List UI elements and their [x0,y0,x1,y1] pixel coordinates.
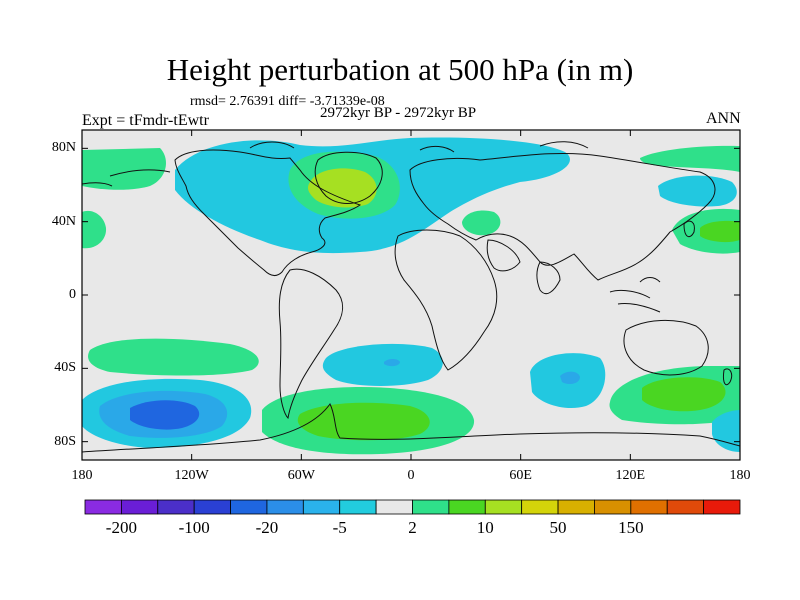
lon-tick-label: 120W [174,468,209,483]
colorbar-swatch [193,499,231,515]
southwest-pacific-positive-anomaly-core [642,377,726,412]
colorbar-swatch [448,499,486,515]
north-west-pacific-positive-anomaly [640,145,740,172]
colorbar-swatch [666,499,705,515]
south-pacific-negative-anomaly-core [130,400,200,430]
colorbar-swatch [594,499,632,515]
lat-tick-label: 40S [54,360,76,376]
indian-ocean-negative-anomaly-core [560,371,580,385]
south-pacific-positive-anomaly [88,338,259,376]
lon-tick-label: 0 [407,468,415,483]
colorbar-swatch [703,499,741,515]
lon-tick-label: 60E [509,468,532,483]
colorbar-label: -200 [105,518,137,537]
season-label: ANN [706,110,741,127]
map-title: Height perturbation at 500 hPa (in m) [166,52,634,87]
rmsd-diff-stats: rmsd= 2.76391 diff= -3.71339e-08 [190,94,385,109]
lon-tick-label: 60W [287,468,315,483]
colorbar-label: 2 [408,518,417,537]
eurasia-positive-anomaly [462,210,501,236]
colorbar-label: -20 [255,518,279,537]
lat-tick-label: 80N [51,140,76,156]
colorbar-swatch [120,499,159,515]
colorbar-swatch [484,499,523,515]
colorbar-swatch [630,499,668,515]
colorbar-swatch [557,499,595,515]
south-atlantic-negative-anomaly-core [384,359,400,367]
colorbar-swatch [84,499,122,515]
lon-tick-label: 120E [615,468,646,483]
colorbar-swatch [266,499,304,515]
experiment-label: Expt = tFmdr-tEwtr [82,112,209,129]
colorbar-swatch [339,499,377,515]
axis-ticks [81,130,741,460]
colorbar-label: -100 [178,518,210,537]
lat-tick-label: 40N [51,213,76,229]
north-pacific-positive-anomaly [82,148,166,190]
coastlines [82,141,740,453]
time-period-label: 2972kyr BP - 2972kyr BP [320,105,477,121]
south-east-pacific-negative-anomaly [712,410,740,452]
colorbar [84,499,741,515]
colorbar-swatch [521,499,559,515]
colorbar-swatch [302,499,341,515]
colorbar-swatch [412,499,450,515]
colorbar-label: 50 [549,518,567,537]
south-atlantic-positive-anomaly-core [297,402,430,441]
lon-tick-label: 180 [729,468,751,483]
colorbar-label: 10 [476,518,494,537]
greenland-positive-anomaly-core [308,168,377,208]
north-pacific-positive-anomaly-2 [82,210,107,249]
colorbar-swatch [230,499,268,515]
lat-tick-label: 0 [69,287,76,302]
lon-tick-label: 180 [71,468,93,483]
colorbar-label: -5 [332,518,347,537]
south-atlantic-negative-anomaly [322,343,443,386]
colorbar-swatch [375,499,413,515]
north-west-pacific-positive-anomaly-core [700,220,740,243]
colorbar-label: 150 [618,518,644,537]
lat-tick-label: 80S [54,433,76,449]
north-west-pacific-negative-anomaly [658,175,737,207]
colorbar-swatch [157,499,195,515]
